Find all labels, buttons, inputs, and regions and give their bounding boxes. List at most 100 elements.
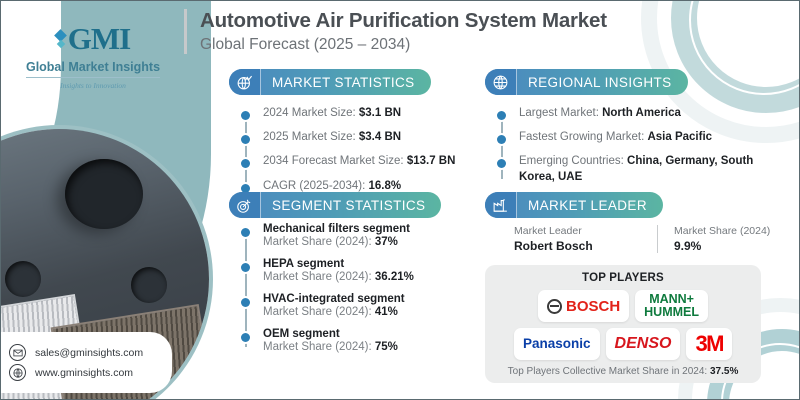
market-statistics-list: 2024 Market Size: $3.1 BN 2025 Market Si…	[241, 106, 471, 194]
segment-share-value: 36.21%	[374, 271, 414, 283]
player-name: MANN+	[649, 292, 694, 307]
leader-share-value: 9.9%	[674, 239, 702, 253]
item-label: Emerging Countries:	[519, 155, 628, 168]
bullet-dot	[241, 111, 250, 120]
item-value: $3.1 BN	[358, 107, 402, 119]
player-logo-bosch[interactable]: BOSCH	[537, 290, 630, 322]
contact-email-row[interactable]: sales@gminsights.com	[9, 344, 164, 361]
bullet-dot	[241, 298, 250, 307]
contact-email: sales@gminsights.com	[35, 346, 144, 359]
globe-icon	[9, 364, 26, 381]
player-logo-3m[interactable]: 3M	[686, 328, 732, 360]
brand-abbr: GMI	[67, 21, 131, 56]
list-item: HEPA segment Market Share (2024): 36.21%	[241, 258, 471, 283]
top-players-title: TOP PLAYERS	[582, 272, 664, 284]
segment-share-label: Market Share (2024):	[263, 341, 375, 353]
player-logo-panasonic[interactable]: Panasonic	[514, 328, 600, 360]
item-value: $3.4 BN	[358, 131, 402, 144]
bullet-dot	[497, 135, 506, 145]
player-logo-mann-hummel[interactable]: MANN+ HUMMEL	[635, 290, 709, 322]
dashboard-gauge-shape	[65, 159, 143, 229]
brand-tagline: Insights to Innovation	[60, 81, 126, 90]
player-name-wrap: MANN+ HUMMEL	[644, 293, 699, 319]
top-players-card: TOP PLAYERS BOSCH MANN+ HUMMEL Panasonic…	[485, 265, 761, 383]
diamond-icon	[53, 29, 67, 49]
item-label: Largest Market:	[519, 107, 603, 119]
section-header-market-leader: MARKET LEADER	[485, 192, 663, 218]
segment-share-label: Market Share (2024):	[263, 306, 375, 318]
market-leader-details: Market Leader Robert Bosch Market Share …	[514, 225, 770, 253]
section-header-market-statistics: MARKET STATISTICS	[229, 69, 431, 95]
leader-share-block: Market Share (2024) 9.9%	[674, 225, 770, 253]
section-title: MARKET LEADER	[528, 197, 647, 213]
top-players-footer: Top Players Collective Market Share in 2…	[495, 366, 751, 377]
target-chart-icon	[229, 192, 261, 218]
segment-statistics-list: Mechanical filters segment Market Share …	[241, 223, 471, 353]
timeline-line	[501, 112, 503, 179]
brand-name: Global Market Insights	[25, 60, 161, 78]
air-vent-shape-right	[131, 267, 167, 303]
globe-chart-icon	[229, 69, 261, 95]
section-header-regional-insights: REGIONAL INSIGHTS	[485, 69, 688, 95]
section-title: SEGMENT STATISTICS	[272, 197, 426, 213]
list-item: 2025 Market Size: $3.4 BN	[241, 130, 471, 145]
segment-name: HEPA segment	[263, 258, 345, 270]
item-value: Asia Pacific	[647, 131, 713, 144]
contact-website-row[interactable]: www.gminsights.com	[9, 364, 164, 381]
page-subtitle: Global Forecast (2025 – 2034)	[200, 36, 411, 53]
item-value: $13.7 BN	[406, 155, 456, 168]
contact-card: sales@gminsights.com www.gminsights.com	[1, 332, 172, 393]
bullet-dot	[241, 183, 250, 193]
leader-name: Robert Bosch	[514, 239, 593, 253]
bullet-dot	[241, 228, 250, 237]
item-label: 2025 Market Size:	[263, 131, 359, 144]
player-name: DENSO	[614, 335, 672, 352]
divider	[657, 225, 658, 253]
item-label: Fastest Growing Market:	[519, 131, 648, 144]
bullet-dot	[241, 333, 250, 342]
list-item: OEM segment Market Share (2024): 75%	[241, 328, 471, 353]
contact-website: www.gminsights.com	[35, 366, 134, 379]
list-item: 2034 Forecast Market Size: $13.7 BN	[241, 154, 471, 169]
list-item: Largest Market: North America	[497, 106, 782, 121]
bullet-dot	[497, 111, 506, 120]
list-item: Mechanical filters segment Market Share …	[241, 223, 471, 248]
segment-name: OEM segment	[263, 328, 340, 340]
item-label: 2024 Market Size:	[263, 107, 359, 119]
footer-label: Top Players Collective Market Share in 2…	[507, 366, 710, 377]
player-name: 3M	[695, 331, 724, 356]
page-title-block: Automotive Air Purification System Marke…	[184, 9, 607, 54]
page-title: Automotive Air Purification System Marke…	[200, 9, 607, 32]
item-value: China, Germany, South Korea, UAE	[519, 155, 754, 183]
segment-share-label: Market Share (2024):	[263, 271, 375, 283]
item-label: 2034 Forecast Market Size:	[263, 155, 407, 168]
player-name: BOSCH	[565, 297, 621, 315]
timeline-line	[245, 112, 247, 188]
logo-mark-row: GMI	[15, 21, 171, 57]
section-title: MARKET STATISTICS	[272, 74, 415, 90]
leader-share-label: Market Share (2024)	[674, 225, 771, 237]
player-name: Panasonic	[523, 336, 591, 352]
player-logo-denso[interactable]: DENSO	[605, 328, 681, 360]
list-item: Emerging Countries: China, Germany, Sout…	[497, 154, 782, 184]
bullet-dot	[497, 159, 506, 169]
bullet-dot	[241, 159, 250, 169]
segment-share-label: Market Share (2024):	[263, 236, 375, 248]
air-vent-shape-left	[5, 261, 41, 297]
segment-share-value: 41%	[374, 306, 398, 318]
list-item: 2024 Market Size: $3.1 BN	[241, 106, 471, 121]
top-players-logo-grid: BOSCH MANN+ HUMMEL Panasonic DENSO 3M	[495, 290, 751, 360]
footer-value: 37.5%	[709, 366, 739, 377]
envelope-icon	[9, 344, 26, 361]
brand-logo: GMI Global Market Insights Insights to I…	[15, 21, 171, 90]
item-value: 16.8%	[368, 179, 402, 192]
section-header-segment-statistics: SEGMENT STATISTICS	[229, 192, 442, 218]
segment-share-value: 37%	[374, 236, 398, 248]
segment-share-value: 75%	[374, 341, 398, 353]
segment-name: HVAC-integrated segment	[263, 293, 405, 305]
list-item: HVAC-integrated segment Market Share (20…	[241, 293, 471, 318]
globe-icon	[485, 69, 517, 95]
segment-name: Mechanical filters segment	[263, 223, 410, 235]
bosch-mark-icon	[546, 298, 562, 314]
